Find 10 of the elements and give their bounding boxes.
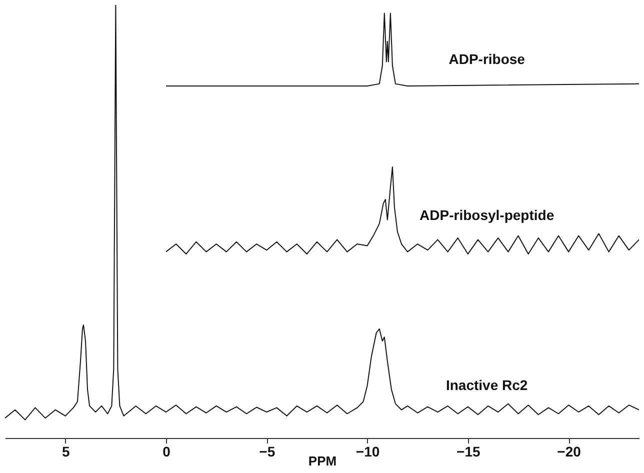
x-tick-label: −5 xyxy=(259,444,276,460)
series-label: Inactive Rc2 xyxy=(446,377,528,394)
x-tick-label: 5 xyxy=(62,444,70,460)
series-label: ADP-ribosyl-peptide xyxy=(420,206,554,223)
x-axis-title: PPM xyxy=(308,454,337,468)
x-tick-label: −10 xyxy=(356,444,380,460)
x-tick-label: 0 xyxy=(162,444,171,460)
x-tick-label: −20 xyxy=(557,444,582,460)
series-label: ADP-ribose xyxy=(448,50,526,67)
x-tick-label: −15 xyxy=(456,444,481,460)
